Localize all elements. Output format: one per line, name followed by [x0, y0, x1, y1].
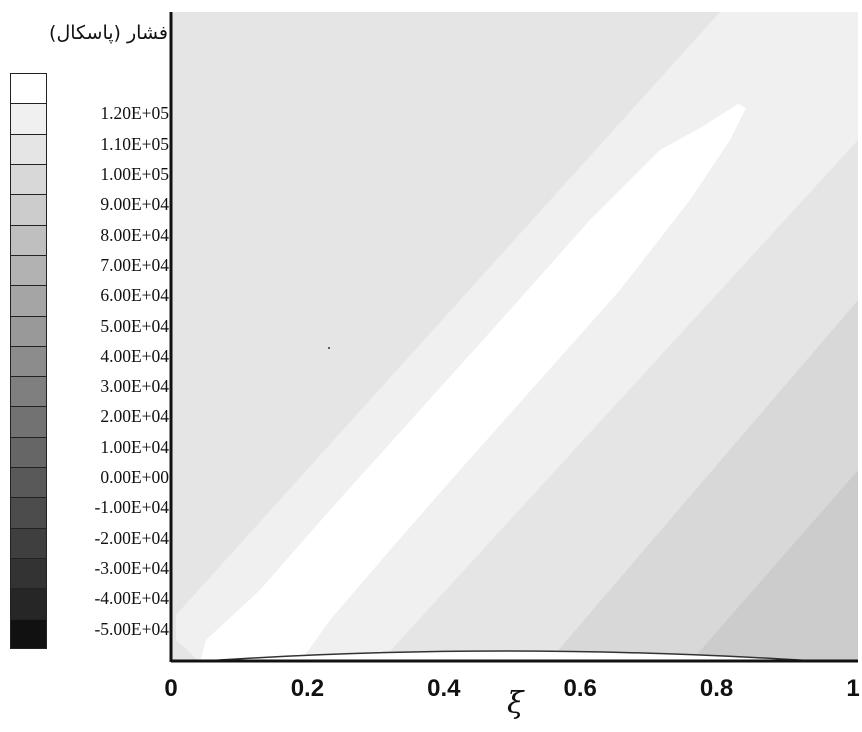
legend-swatch: [10, 558, 47, 589]
legend-label: -3.00E+04: [94, 558, 169, 579]
legend-label: 2.00E+04: [100, 406, 169, 427]
legend-swatch: [10, 224, 47, 255]
legend-label: 4.00E+04: [100, 345, 169, 366]
legend-swatch: [10, 163, 47, 195]
bottom-boundary-curve: [189, 650, 831, 662]
legend-swatch: [10, 588, 47, 619]
legend-swatch: [10, 436, 47, 468]
stray-point: [328, 347, 330, 349]
legend-swatch: [10, 194, 47, 225]
x-tick-label: 0.6: [563, 675, 597, 702]
legend-swatch: [10, 345, 47, 377]
x-tick-label: 0: [164, 675, 178, 702]
legend-label: -5.00E+04: [94, 618, 169, 639]
x-tick-label: 0.4: [427, 675, 461, 702]
legend-swatch: [10, 497, 47, 528]
legend-swatch: [10, 527, 47, 559]
legend-swatch: [10, 467, 47, 498]
legend-label: 7.00E+04: [100, 254, 169, 275]
legend-colorbar: [10, 73, 47, 649]
legend-swatch: [10, 254, 47, 286]
legend-label: 6.00E+04: [100, 285, 169, 306]
legend-swatch: [10, 133, 47, 164]
legend-label: 0.00E+00: [100, 467, 169, 488]
contour-band-peak: [200, 104, 746, 662]
legend-swatch: [10, 376, 47, 407]
legend-label: 8.00E+04: [100, 224, 169, 245]
legend-swatch-top: [10, 73, 47, 104]
legend-label: 5.00E+04: [100, 315, 169, 336]
legend-label: 9.00E+04: [100, 194, 169, 215]
legend-label: 1.00E+04: [100, 436, 169, 457]
legend-swatch: [10, 618, 47, 649]
legend-swatch: [10, 406, 47, 437]
legend-label: 1.10E+05: [100, 133, 169, 154]
x-axis-label: ξ: [507, 686, 524, 721]
legend-label: 3.00E+04: [100, 376, 169, 397]
legend-swatch: [10, 285, 47, 316]
legend-label: -4.00E+04: [94, 588, 169, 609]
legend-label: 1.00E+05: [100, 163, 169, 184]
x-tick-label: 1: [846, 675, 860, 702]
legend-swatch: [10, 315, 47, 346]
legend-title: فشار (پاسکال): [49, 22, 168, 44]
x-tick-label: 0.2: [290, 675, 325, 702]
legend-swatch: [10, 103, 47, 134]
legend-label: -1.00E+04: [94, 497, 169, 518]
x-tick-label: 0.8: [699, 675, 734, 702]
legend-label: -2.00E+04: [94, 527, 169, 548]
legend-label: 1.20E+05: [100, 103, 169, 124]
